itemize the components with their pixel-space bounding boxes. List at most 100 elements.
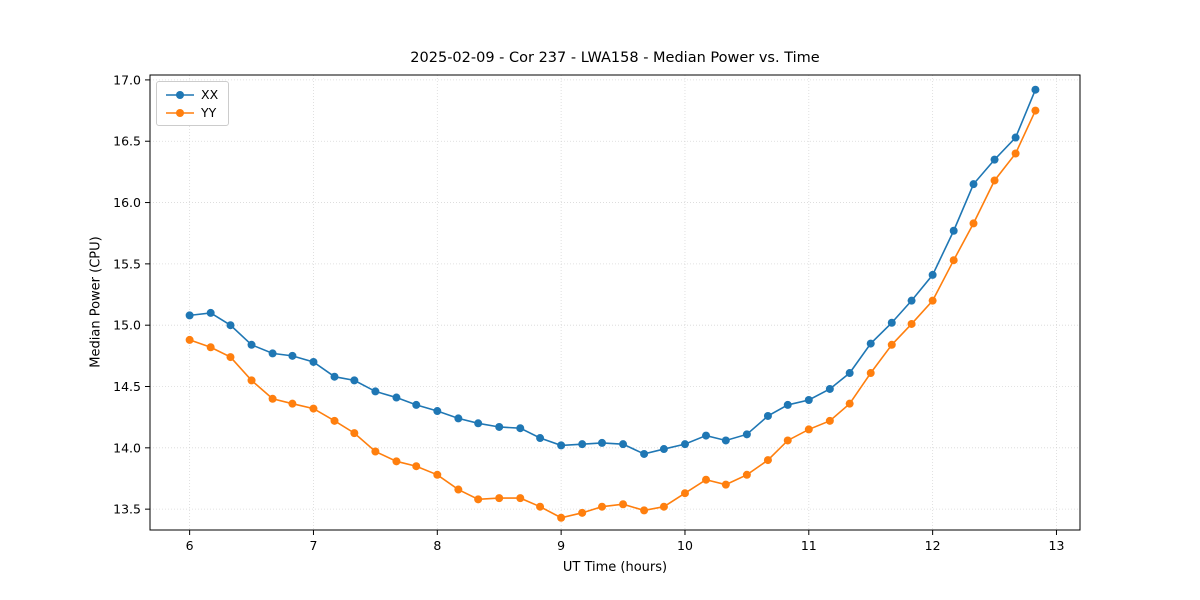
series-marker-YY	[226, 353, 235, 362]
series-marker-YY	[288, 399, 297, 408]
series-marker-YY	[907, 319, 916, 328]
x-tick-label: 8	[433, 538, 441, 553]
series-marker-YY	[659, 502, 668, 511]
series-marker-YY	[371, 447, 380, 456]
series-marker-XX	[721, 436, 730, 445]
series-marker-XX	[454, 414, 463, 423]
series-marker-YY	[247, 376, 256, 385]
x-tick-label: 9	[557, 538, 565, 553]
axes-frame	[149, 74, 1081, 531]
series-marker-XX	[309, 357, 318, 366]
series-marker-YY	[845, 399, 854, 408]
series-marker-XX	[350, 376, 359, 385]
series-marker-YY	[309, 404, 318, 413]
y-tick-label: 17.0	[113, 72, 141, 87]
legend-entry-XX: XX	[165, 87, 218, 102]
legend-swatch-icon	[166, 90, 194, 99]
series-marker-YY	[680, 489, 689, 498]
y-tick-label: 15.5	[113, 256, 141, 271]
x-tick-label: 11	[801, 538, 817, 553]
legend: XX YY	[156, 81, 230, 126]
legend-swatch-icon	[166, 108, 194, 117]
series-marker-YY	[557, 513, 566, 522]
x-tick-label: 6	[186, 538, 194, 553]
series-marker-YY	[392, 457, 401, 466]
series-marker-XX	[742, 430, 751, 439]
x-axis-label: UT Time (hours)	[562, 560, 668, 575]
series-marker-XX	[288, 351, 297, 360]
series-marker-XX	[330, 372, 339, 381]
series-marker-XX	[433, 407, 442, 416]
series-marker-XX	[268, 349, 277, 358]
series-marker-YY	[763, 456, 772, 465]
series-marker-YY	[721, 480, 730, 489]
series-marker-YY	[536, 502, 545, 511]
series-marker-XX	[659, 445, 668, 454]
series-marker-XX	[619, 440, 628, 449]
series-line-XX	[189, 89, 1037, 455]
series-marker-XX	[1031, 85, 1040, 94]
series-marker-XX	[907, 296, 916, 305]
series-marker-YY	[330, 416, 339, 425]
series-marker-YY	[640, 506, 649, 515]
series-marker-YY	[866, 369, 875, 378]
x-tick-label: 10	[677, 538, 693, 553]
series-marker-XX	[866, 339, 875, 348]
series-marker-XX	[1011, 133, 1020, 142]
series-marker-YY	[454, 485, 463, 494]
series-marker-XX	[392, 393, 401, 402]
series-marker-XX	[763, 411, 772, 420]
y-tick-label: 16.5	[113, 134, 141, 149]
series-marker-YY	[1031, 106, 1040, 115]
series-marker-YY	[516, 494, 525, 503]
y-tick-label: 14.5	[113, 379, 141, 394]
series-marker-YY	[990, 176, 999, 185]
series-marker-XX	[845, 369, 854, 378]
series-marker-YY	[887, 340, 896, 349]
series-marker-XX	[825, 384, 834, 393]
series-marker-YY	[350, 429, 359, 438]
series-marker-XX	[536, 434, 545, 443]
series-marker-XX	[185, 311, 194, 320]
series-marker-YY	[268, 394, 277, 403]
series-marker-XX	[371, 387, 380, 396]
series-marker-XX	[804, 396, 813, 404]
series-marker-XX	[702, 431, 711, 440]
y-tick-label: 13.5	[113, 502, 141, 517]
series-marker-XX	[969, 180, 978, 189]
legend-label: YY	[201, 105, 217, 120]
series-marker-YY	[185, 335, 194, 344]
series-marker-XX	[495, 422, 504, 431]
series-marker-YY	[928, 296, 937, 305]
series-marker-XX	[247, 340, 256, 349]
legend-entry-YY: YY	[165, 105, 218, 120]
y-tick-label: 14.0	[113, 440, 141, 455]
series-marker-YY	[412, 462, 421, 471]
series-marker-XX	[474, 419, 483, 428]
series-marker-XX	[640, 449, 649, 458]
series-marker-YY	[206, 343, 215, 352]
y-tick-label: 15.0	[113, 318, 141, 333]
series-marker-YY	[949, 256, 958, 265]
series-marker-XX	[949, 226, 958, 235]
series-marker-YY	[969, 219, 978, 228]
series-marker-XX	[990, 155, 999, 164]
y-tick-label: 16.0	[113, 195, 141, 210]
series-marker-YY	[495, 494, 504, 503]
series-marker-XX	[783, 400, 792, 409]
x-tick-label: 7	[309, 538, 317, 553]
series-marker-YY	[742, 470, 751, 479]
series-marker-XX	[887, 318, 896, 327]
chart-title: 2025-02-09 - Cor 237 - LWA158 - Median P…	[410, 50, 820, 66]
series-marker-YY	[578, 508, 587, 517]
series-marker-XX	[557, 441, 566, 450]
x-tick-label: 12	[925, 538, 941, 553]
series-marker-YY	[783, 436, 792, 445]
series-marker-YY	[598, 502, 606, 511]
series-marker-YY	[825, 416, 834, 425]
series-marker-XX	[578, 440, 587, 449]
series-marker-YY	[804, 425, 813, 434]
series-marker-YY	[474, 495, 483, 504]
